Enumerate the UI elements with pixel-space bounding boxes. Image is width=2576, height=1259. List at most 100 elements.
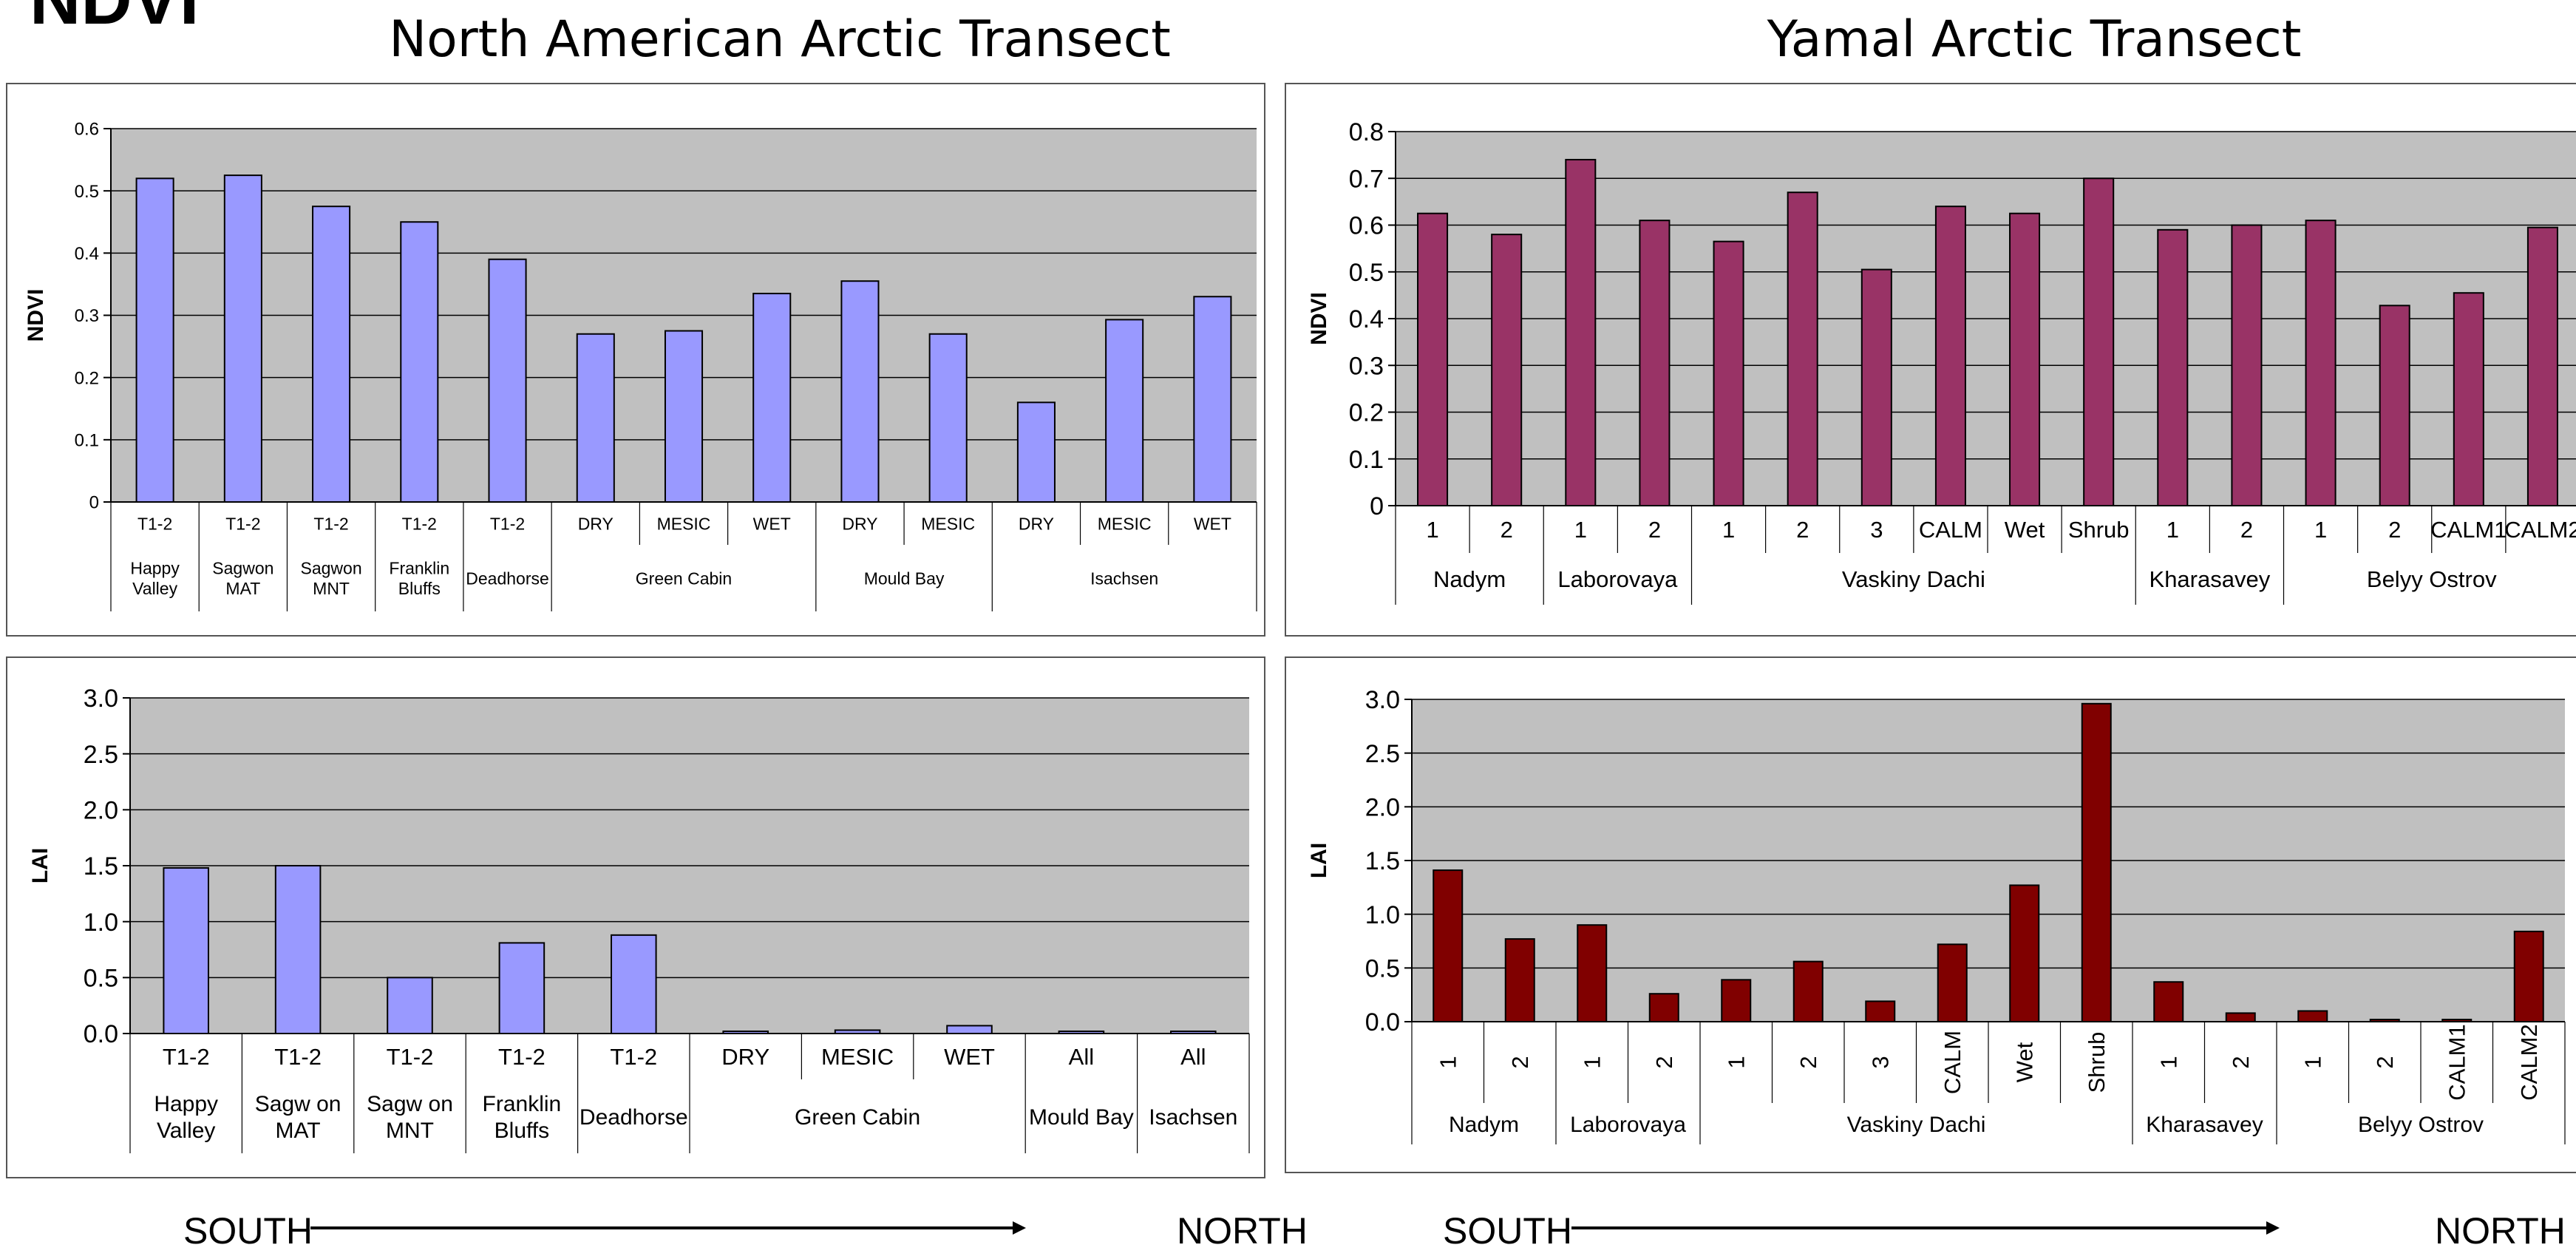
bar <box>498 942 546 1035</box>
x-group-label: Kharasavey <box>2150 566 2271 592</box>
x-group-label: Kharasavey <box>2146 1113 2263 1137</box>
x-group-label: Franklin Bluffs <box>483 1092 562 1143</box>
x-category-label: 1 <box>1435 1056 1461 1068</box>
bar <box>928 333 968 503</box>
x-category-label: WET <box>944 1044 995 1070</box>
x-category-label: 2 <box>2228 1056 2254 1068</box>
x-category-label: Wet <box>2005 517 2045 543</box>
x-category-label: 2 <box>1796 517 1809 543</box>
bar <box>1491 234 1523 506</box>
yamal-transect-title: Yamal Arctic Transect <box>1767 10 2302 69</box>
bar <box>2453 292 2484 506</box>
x-category-label: All <box>1069 1044 1094 1070</box>
x-category-label: 2 <box>2372 1056 2398 1068</box>
y-axis-label: LAI <box>1307 843 1331 878</box>
y-tick-label: 1.5 <box>84 852 118 880</box>
bar <box>2513 930 2544 1023</box>
x-category-label: DRY <box>578 514 614 533</box>
x-category-label: MESIC <box>821 1044 894 1070</box>
bar <box>274 865 322 1034</box>
bar <box>2083 177 2115 506</box>
x-group-label: Mould Bay <box>864 569 945 588</box>
x-category-label: 1 <box>1426 517 1438 543</box>
x-group-label: Sagwon MAT <box>212 558 273 598</box>
x-category-label: 1 <box>1579 1056 1605 1068</box>
bar <box>1504 938 1535 1022</box>
left-direction-arrow <box>310 1221 1026 1235</box>
bar <box>1792 960 1824 1023</box>
x-category-label: T1-2 <box>137 514 172 533</box>
x-group-label: Laborovaya <box>1570 1113 1686 1137</box>
x-group-label: Nadym <box>1449 1113 1519 1137</box>
x-category-label: CALM <box>1940 1031 1965 1094</box>
y-tick-label: 0.5 <box>1365 955 1400 983</box>
y-tick-label: 0.5 <box>1349 259 1384 287</box>
y-axis-label: NDVI <box>24 289 48 342</box>
x-category-label: 1 <box>2300 1056 2325 1068</box>
bar <box>946 1025 993 1035</box>
y-tick-label: 0.5 <box>84 965 118 993</box>
x-category-label: Wet <box>2011 1042 2037 1082</box>
x-category-label: T1-2 <box>313 514 348 533</box>
x-category-label: CALM1 <box>2444 1024 2470 1100</box>
x-category-label: Shrub <box>2068 517 2130 543</box>
x-group-label: Isachsen <box>1090 569 1158 588</box>
bar <box>1721 979 1752 1023</box>
bar <box>576 333 615 503</box>
y-tick-label: 0.5 <box>75 182 99 202</box>
y-tick-label: 0.1 <box>1349 446 1384 474</box>
bar <box>2305 220 2337 507</box>
bar <box>2157 228 2189 506</box>
bar <box>2526 226 2558 506</box>
left-north-label: NORTH <box>1177 1210 1308 1252</box>
x-category-label: CALM2 <box>2516 1024 2542 1100</box>
x-category-label: Shrub <box>2084 1032 2110 1093</box>
bar <box>135 177 174 503</box>
y-tick-label: 1.5 <box>1365 847 1400 875</box>
page-heading: NDVI <box>30 0 199 35</box>
x-group-label: Vaskiny Dachi <box>1842 566 1985 592</box>
bar <box>1417 212 1449 506</box>
x-category-label: DRY <box>721 1044 769 1070</box>
x-category-label: DRY <box>1019 514 1054 533</box>
bar <box>1937 943 1968 1022</box>
y-tick-label: 0.3 <box>1349 352 1384 380</box>
x-category-label: 2 <box>1507 1056 1533 1068</box>
bar <box>611 934 657 1034</box>
x-category-label: T1-2 <box>274 1044 322 1070</box>
x-category-label: WET <box>753 514 791 533</box>
x-category-label: 2 <box>1651 1056 1677 1068</box>
y-tick-label: 2.0 <box>84 797 118 825</box>
bar <box>2297 1010 2328 1023</box>
x-category-label: T1-2 <box>387 1044 434 1070</box>
bar <box>2081 702 2112 1023</box>
x-category-label: 3 <box>1867 1056 1893 1068</box>
x-category-label: 1 <box>1722 517 1735 543</box>
bar <box>1865 1000 1896 1022</box>
x-group-label: Vaskiny Dachi <box>1847 1113 1986 1137</box>
y-tick-label: 2.5 <box>84 741 118 769</box>
x-category-label: 2 <box>2388 517 2401 543</box>
bar <box>1648 993 1679 1023</box>
x-category-label: 2 <box>2240 517 2253 543</box>
x-category-label: T1-2 <box>163 1044 210 1070</box>
x-category-label: MESIC <box>921 514 975 533</box>
x-group-label: Happy Valley <box>154 1092 218 1143</box>
x-category-label: 1 <box>2155 1056 2181 1068</box>
yamal-lai-chart-panel: 0.0 0.5 1.0 1.5 2.0 2.5 3.0 LAI 1 2 1 2 1 2 3 CALM Wet Sh… <box>1285 656 2576 1173</box>
bar <box>2231 224 2263 506</box>
y-tick-label: 0.4 <box>75 244 99 264</box>
y-tick-label: 0.3 <box>75 306 99 326</box>
bar <box>2009 884 2040 1022</box>
x-group-label: Sagwon MNT <box>301 558 362 598</box>
x-category-label: CALM <box>1919 517 1982 543</box>
x-category-label: 2 <box>1648 517 1661 543</box>
x-category-label: MESIC <box>1098 514 1152 533</box>
y-tick-label: 1.0 <box>84 909 118 937</box>
yamal-ndvi-chart: 0 0.1 0.2 0.3 0.4 0.5 0.6 0.7 0.8 NDVI 1 2 1 2 1 2 3 CALM… <box>1307 118 2576 605</box>
bar <box>1016 401 1056 503</box>
x-group-label: Deadhorse <box>580 1105 688 1130</box>
x-category-label: All <box>1180 1044 1206 1070</box>
y-tick-label: 0.2 <box>75 368 99 388</box>
bar <box>2009 212 2041 506</box>
